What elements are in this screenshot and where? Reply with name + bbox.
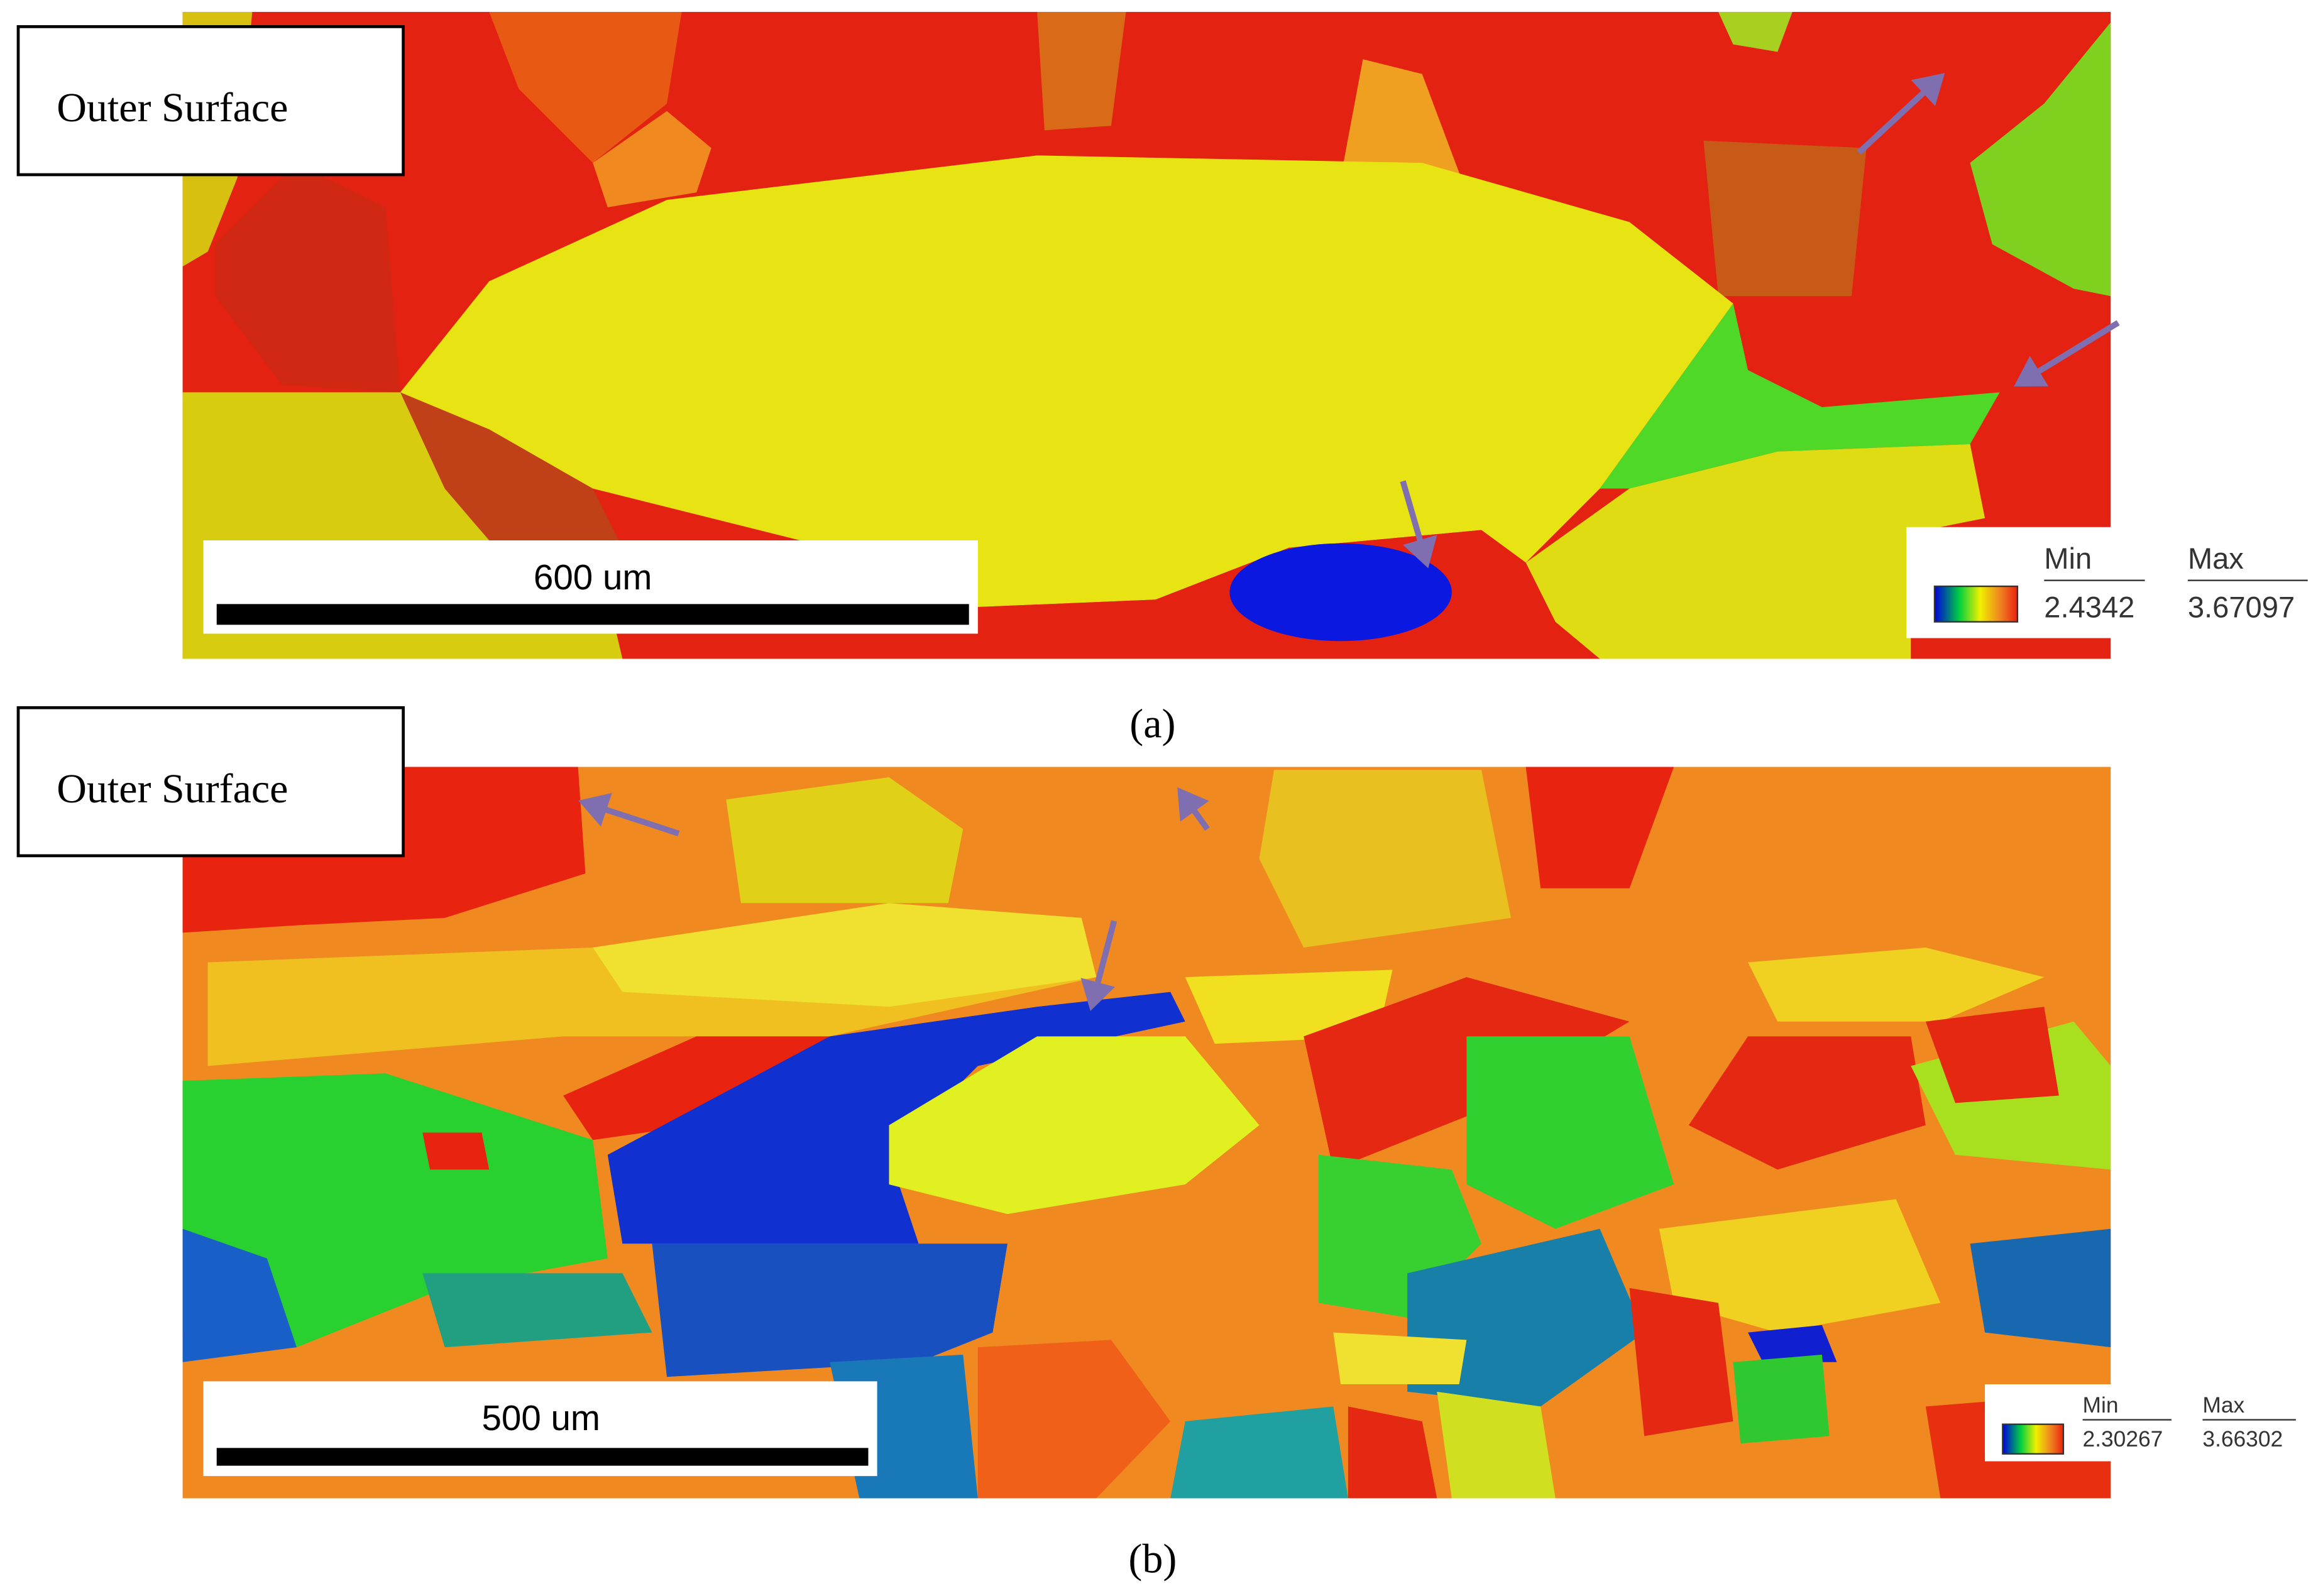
- grain: [1229, 543, 1452, 642]
- grain: [1748, 947, 2045, 1022]
- grain: [1170, 1406, 1348, 1499]
- grain: [1348, 1406, 1437, 1499]
- legend-min: 2.30267: [2083, 1427, 2163, 1451]
- grain: [1037, 11, 1126, 131]
- arrow: [1857, 73, 1945, 155]
- scale-bar: [216, 604, 969, 625]
- grain: [563, 1036, 830, 1140]
- legend-min: 2.4342: [2044, 591, 2134, 624]
- colorbar: [1933, 585, 2019, 623]
- caption: (a): [1129, 701, 1175, 746]
- legend-max-label: Max: [2202, 1393, 2244, 1418]
- grain: [1688, 1036, 1926, 1170]
- grain: [1925, 1007, 2059, 1103]
- grain: [1341, 59, 1467, 193]
- grain: [726, 777, 964, 904]
- panel-label: Outer Surface: [57, 85, 288, 131]
- grain: [593, 111, 711, 207]
- grain: [1629, 1287, 1733, 1436]
- scale-bar-label: 500 um: [481, 1398, 600, 1438]
- arrow: [1177, 787, 1210, 831]
- panel-label: Outer Surface: [57, 766, 288, 812]
- colorbar: [2002, 1423, 2065, 1455]
- grain: [1703, 140, 1867, 297]
- grain: [652, 1243, 1008, 1377]
- grain: [1970, 1228, 2111, 1348]
- grain: [1525, 444, 1985, 659]
- grain: [215, 163, 400, 393]
- legend-max-label: Max: [2188, 542, 2244, 575]
- grain: [1748, 1325, 1837, 1362]
- grain: [593, 903, 1097, 1007]
- grain: [1970, 22, 2111, 297]
- grain: [422, 1132, 490, 1170]
- grain: [1259, 770, 1512, 948]
- grain: [400, 155, 1733, 608]
- grain: [1466, 1036, 1674, 1229]
- caption: (b): [1128, 1536, 1177, 1582]
- arrow: [1400, 480, 1437, 569]
- grain: [607, 992, 1185, 1244]
- legend-min-label: Min: [2083, 1393, 2119, 1418]
- grain: [182, 1228, 297, 1362]
- arrow: [2014, 320, 2120, 387]
- arrows: [1400, 73, 2120, 569]
- legend-max: 3.66302: [2202, 1427, 2283, 1451]
- label-box: [16, 706, 405, 858]
- grain: [1333, 1332, 1467, 1385]
- arrows: [578, 787, 1210, 1011]
- grain: [1659, 1199, 1941, 1333]
- arrow: [578, 792, 680, 837]
- grain: [1525, 767, 1674, 888]
- grain: [1600, 303, 2000, 489]
- grain: [889, 1036, 1260, 1215]
- grain: [489, 11, 682, 163]
- legend-min-label: Min: [2044, 542, 2092, 575]
- grain: [1407, 1228, 1645, 1407]
- grain: [1718, 11, 1793, 52]
- grain: [182, 1073, 608, 1348]
- arrow: [1080, 920, 1118, 1011]
- grain: [422, 1273, 652, 1348]
- scale-bar: [216, 1448, 869, 1466]
- grain: [977, 1340, 1171, 1499]
- grain: [1437, 1391, 1556, 1499]
- label-box: [16, 25, 405, 177]
- grain: [1733, 1354, 1830, 1444]
- legend-max: 3.67097: [2188, 591, 2295, 624]
- scale-bar-label: 600 um: [534, 557, 652, 597]
